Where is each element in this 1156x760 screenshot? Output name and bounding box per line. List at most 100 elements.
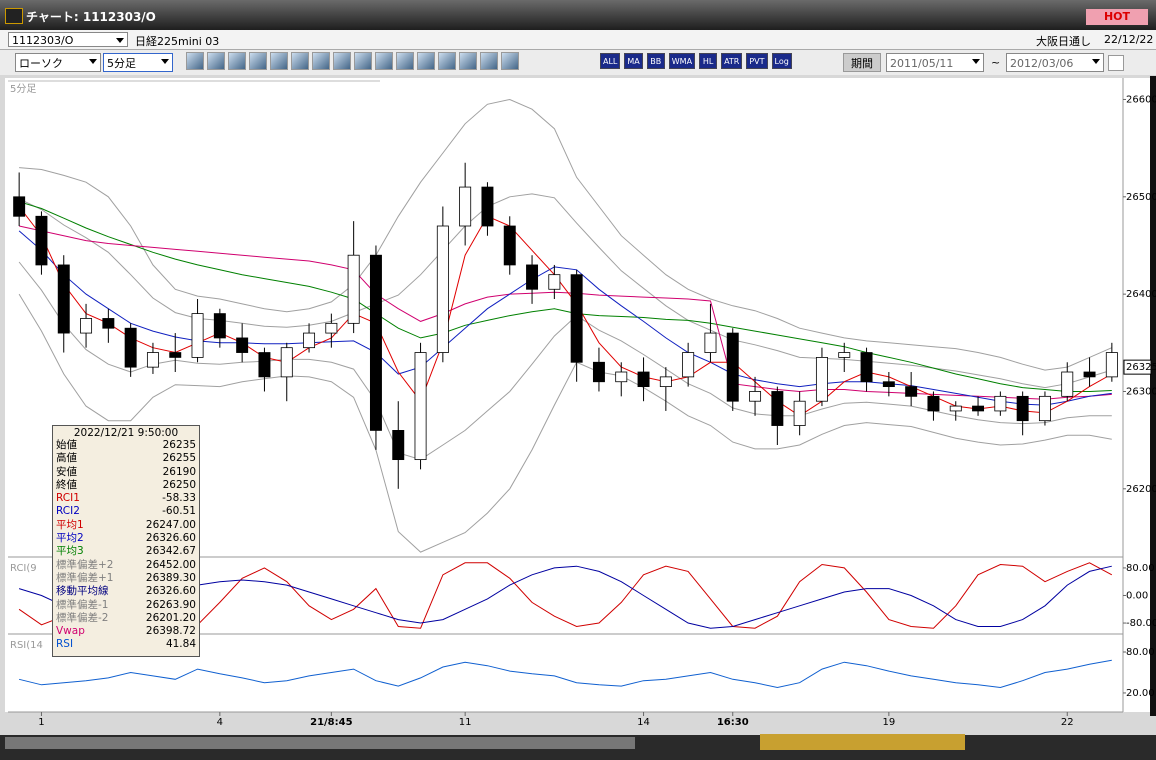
x-tick-label: 4	[217, 717, 223, 728]
info-label: 平均2	[56, 532, 84, 545]
info-value: 26389.30	[145, 571, 196, 584]
icon[interactable]	[333, 52, 351, 70]
hot-button[interactable]: HOT	[1086, 9, 1148, 25]
info-row: RSI 41.84	[56, 638, 196, 651]
candle-body	[392, 430, 405, 461]
info-datetime: 2022/12/21 9:50:00	[73, 427, 179, 439]
info-row: RCI2 -60.51	[56, 505, 196, 518]
code-input[interactable]: 1112303/O	[8, 32, 128, 47]
y-tick-label: 26200	[1126, 484, 1156, 495]
info-label: 標準偏差+1	[56, 571, 114, 584]
candle-body	[905, 386, 918, 397]
panel-label: RCI(9	[10, 563, 37, 574]
candle-body	[548, 274, 561, 290]
y-tick-label: 26400	[1126, 289, 1156, 300]
period-button[interactable]: 期間	[843, 53, 881, 72]
info-label: 標準偏差+2	[56, 558, 114, 571]
candle-body	[236, 337, 249, 353]
indicator-button[interactable]: PVT	[746, 53, 768, 69]
info-value: -58.33	[162, 492, 196, 505]
candle-body	[1083, 371, 1096, 378]
info-label: 平均1	[56, 518, 84, 531]
info-row: 標準偏差-1 26263.90	[56, 599, 196, 612]
candle-body	[1061, 371, 1074, 397]
indicator-button[interactable]: BB	[646, 53, 665, 69]
candle-body	[124, 327, 137, 368]
candle-body	[1038, 395, 1051, 422]
candle-body	[637, 371, 650, 388]
info-row: 平均2 26326.60	[56, 532, 196, 545]
candle-body	[793, 400, 806, 426]
candle-body	[682, 352, 695, 378]
icon[interactable]	[417, 52, 435, 70]
candle-body	[414, 352, 427, 461]
icon[interactable]	[207, 52, 225, 70]
instrument-name: 日経225mini 03	[135, 35, 220, 48]
indicator-button[interactable]: WMA	[668, 53, 696, 69]
icon[interactable]	[501, 52, 519, 70]
candle-body	[972, 405, 985, 412]
icon[interactable]	[354, 52, 372, 70]
icon[interactable]	[312, 52, 330, 70]
candle-body	[436, 225, 449, 353]
icon[interactable]	[375, 52, 393, 70]
icon[interactable]	[186, 52, 204, 70]
info-row: 終値 26250	[56, 479, 196, 492]
candle-body	[749, 391, 762, 402]
info-panel: 2022/12/21 9:50:00 始値 26235 高値 26255 安値 26190…	[52, 425, 200, 657]
info-row: RCI1 -58.33	[56, 492, 196, 505]
info-row: 高値 26255	[56, 452, 196, 465]
x-tick-label: 21/8:45	[310, 717, 352, 728]
x-tick-label: 1	[38, 717, 44, 728]
x-tick-label: 14	[637, 717, 650, 728]
to: 2012/03/06	[1010, 57, 1074, 70]
candle-body	[659, 376, 672, 388]
info-value: -60.51	[162, 505, 196, 518]
icon[interactable]	[438, 52, 456, 70]
indicator-button[interactable]: HL	[699, 53, 718, 69]
candle-body	[927, 395, 940, 412]
info-value: 26201.20	[145, 611, 196, 624]
candle-body	[35, 215, 48, 266]
info-label: RCI2	[56, 505, 80, 518]
icon[interactable]	[249, 52, 267, 70]
interval-select[interactable]: 5分足	[103, 53, 173, 72]
candle-body	[191, 313, 204, 358]
icon[interactable]	[270, 52, 288, 70]
info-row: 平均3 26342.67	[56, 545, 196, 558]
candle-body	[102, 318, 115, 329]
panel-label: RSI(14	[10, 640, 43, 651]
info-label: 標準偏差-2	[56, 611, 109, 624]
indicator-button[interactable]: Log	[771, 53, 792, 69]
to-date[interactable]: 2012/03/06	[1006, 53, 1104, 72]
indicator-button[interactable]: MA	[624, 53, 643, 69]
right-border	[1150, 76, 1156, 716]
info-value: 26235	[162, 439, 196, 451]
info-row: 安値 26190	[56, 466, 196, 479]
tool-icons	[186, 52, 519, 70]
icon[interactable]	[228, 52, 246, 70]
info-label: 高値	[56, 452, 77, 465]
candle-body	[949, 405, 962, 412]
candle-body	[838, 352, 851, 358]
window-title: チャート: 1112303/O	[26, 10, 156, 24]
info-row: 標準偏差+1 26389.30	[56, 572, 196, 585]
info-label: 標準偏差-1	[56, 598, 109, 611]
icon[interactable]	[291, 52, 309, 70]
chart-type-select[interactable]: ローソク	[15, 53, 101, 72]
candle-body	[815, 357, 828, 402]
icon[interactable]	[396, 52, 414, 70]
scroll-thumb[interactable]	[760, 734, 965, 750]
info-label: 始値	[56, 439, 77, 451]
icon[interactable]	[459, 52, 477, 70]
from-date[interactable]: 2011/05/11	[886, 53, 984, 72]
checkbox[interactable]	[1108, 55, 1124, 71]
scroll-track	[5, 737, 635, 749]
candle-body	[258, 352, 271, 378]
y-tick-label: 80.00	[1126, 563, 1155, 574]
x-tick-label: 11	[459, 717, 472, 728]
icon[interactable]	[480, 52, 498, 70]
y-tick-label: 26300	[1126, 386, 1156, 397]
indicator-button[interactable]: ATR	[721, 53, 743, 69]
indicator-button[interactable]: ALL	[600, 53, 621, 69]
